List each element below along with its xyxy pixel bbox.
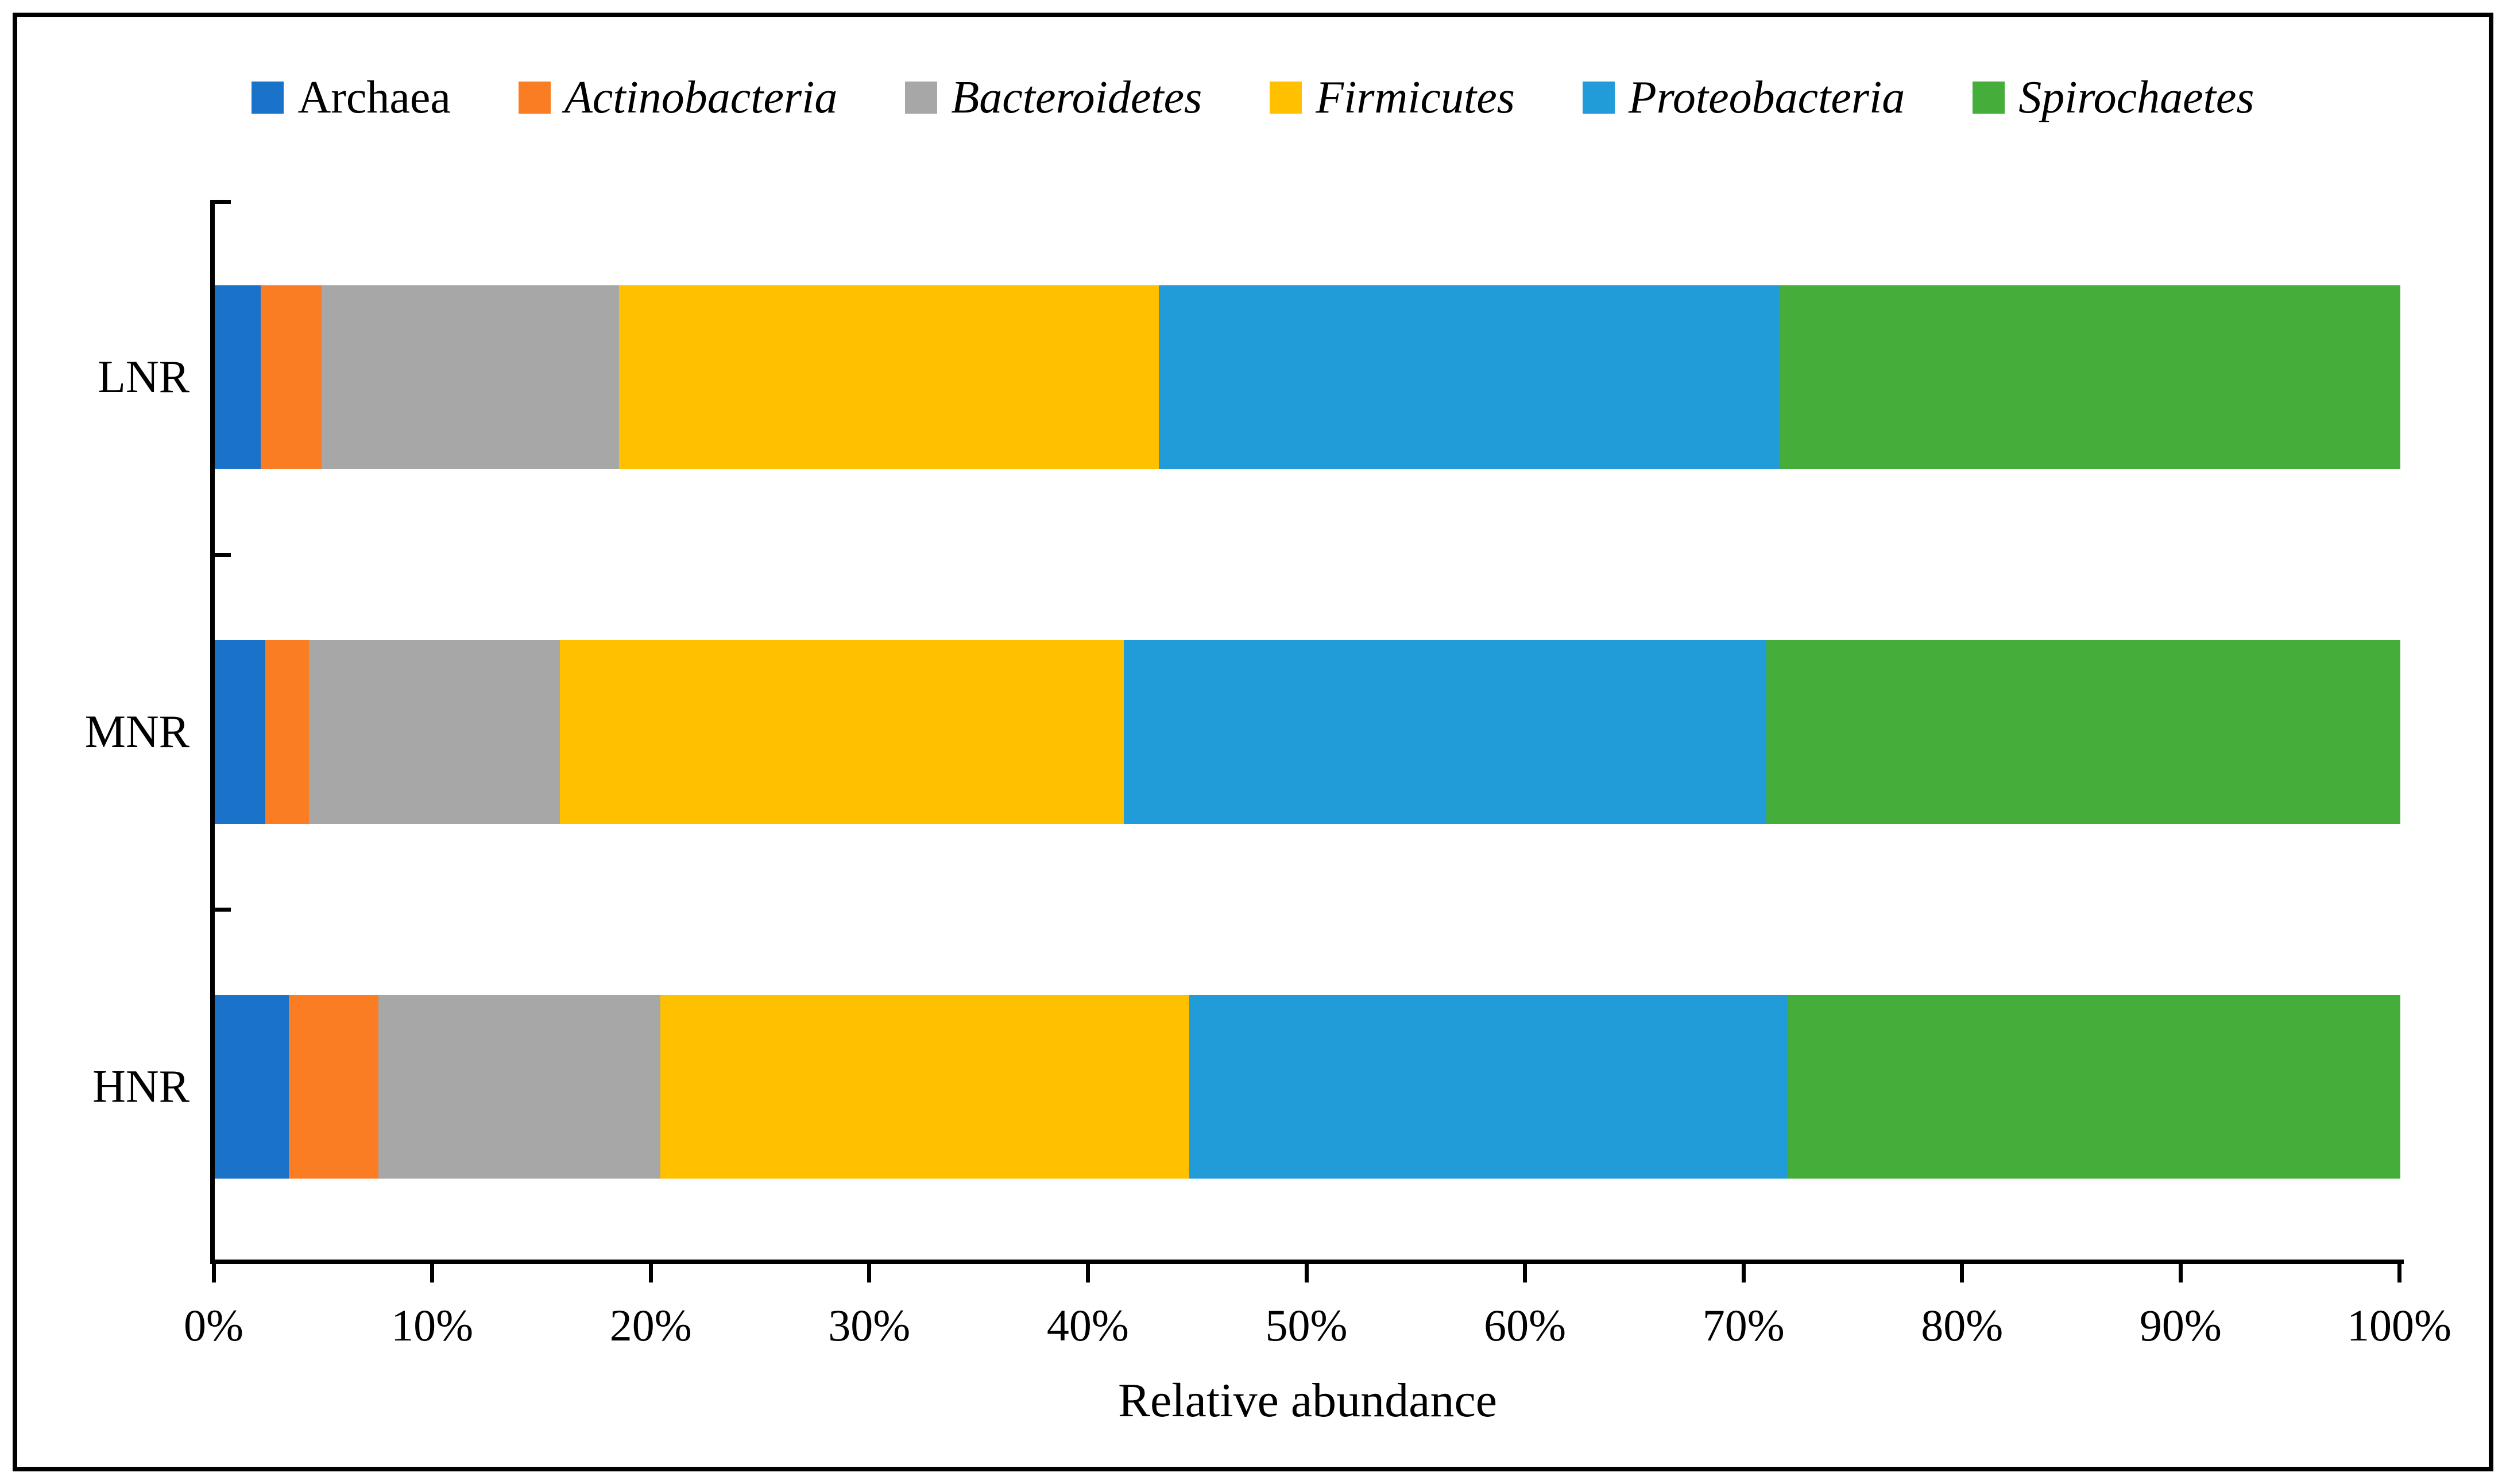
legend-swatch-spirochaetes — [1973, 82, 2005, 114]
bar-segment-lnr-spirochaetes — [1780, 285, 2400, 469]
category-label-hnr: HNR — [92, 1061, 190, 1112]
legend-label: Spirochaetes — [2018, 72, 2254, 123]
category-label-lnr: LNR — [98, 352, 190, 402]
x-tick-label: 50% — [1265, 1300, 1348, 1350]
legend-label: Bacteroidetes — [951, 72, 1202, 123]
bar-segment-mnr-bacteroidetes — [308, 640, 560, 824]
y-tick-mark — [210, 907, 231, 912]
x-tick-label: 0% — [184, 1300, 243, 1350]
x-tick-mark — [648, 1264, 653, 1282]
x-tick-label: 90% — [2139, 1300, 2222, 1350]
bar-segment-hnr-actinobacteria — [289, 995, 379, 1179]
bar-row-lnr — [215, 285, 2400, 469]
legend-label: Proteobacteria — [1628, 72, 1905, 123]
bar-segment-lnr-bacteroidetes — [322, 285, 620, 469]
x-tick-mark — [1960, 1264, 1964, 1282]
legend-swatch-firmicutes — [1270, 82, 1302, 114]
x-tick-label: 20% — [609, 1300, 692, 1350]
x-tick-mark — [1304, 1264, 1309, 1282]
bar-segment-mnr-firmicutes — [560, 640, 1124, 824]
x-axis-title: Relative abundance — [1117, 1374, 1498, 1427]
bar-segment-mnr-spirochaetes — [1766, 640, 2400, 824]
legend-item-firmicutes: Firmicutes — [1270, 75, 1515, 121]
x-tick-mark — [1741, 1264, 1746, 1282]
legend-label: Firmicutes — [1316, 72, 1515, 123]
legend-item-proteobacteria: Proteobacteria — [1582, 72, 1905, 123]
figure-frame: Archaea Actinobacteria Bacteroidetes Firmic… — [13, 13, 2493, 1471]
bar-segment-lnr-proteobacteria — [1159, 285, 1780, 469]
legend-label: Actinobacteria — [564, 72, 838, 123]
category-label-mnr: MNR — [84, 707, 190, 757]
y-tick-mark — [210, 552, 231, 557]
x-tick-mark — [2178, 1264, 2183, 1282]
legend: Archaea Actinobacteria Bacteroidetes Firmic… — [17, 75, 2489, 121]
x-tick-label: 80% — [1921, 1300, 2004, 1350]
bar-segment-hnr-archaea — [215, 995, 289, 1179]
x-axis-line — [210, 1260, 2404, 1264]
x-tick-mark — [867, 1264, 872, 1282]
bar-segment-hnr-firmicutes — [660, 995, 1190, 1179]
bar-segment-lnr-archaea — [215, 285, 261, 469]
y-tick-mark — [210, 200, 231, 204]
x-tick-label: 70% — [1702, 1300, 1785, 1350]
legend-swatch-bacteroidetes — [905, 82, 938, 114]
x-tick-mark — [211, 1264, 216, 1282]
bar-segment-mnr-proteobacteria — [1124, 640, 1767, 824]
x-tick-label: 30% — [828, 1300, 911, 1350]
legend-swatch-actinobacteria — [518, 82, 551, 114]
x-tick-label: 100% — [2347, 1300, 2451, 1350]
bar-segment-lnr-firmicutes — [619, 285, 1159, 469]
x-tick-mark — [2397, 1264, 2401, 1282]
legend-item-actinobacteria: Actinobacteria — [518, 72, 838, 123]
x-tick-mark — [1085, 1264, 1090, 1282]
y-axis-line — [210, 200, 215, 1264]
bar-segment-hnr-bacteroidetes — [378, 995, 661, 1179]
bar-segment-mnr-archaea — [215, 640, 265, 824]
x-tick-label: 40% — [1046, 1300, 1129, 1350]
legend-label: Archaea — [297, 72, 451, 123]
bar-row-mnr — [215, 640, 2400, 824]
bar-segment-lnr-actinobacteria — [260, 285, 322, 469]
bar-segment-hnr-proteobacteria — [1189, 995, 1789, 1179]
legend-item-bacteroidetes: Bacteroidetes — [905, 75, 1202, 121]
legend-item-spirochaetes: Spirochaetes — [1973, 75, 2254, 121]
x-tick-mark — [430, 1264, 435, 1282]
bar-segment-mnr-actinobacteria — [265, 640, 309, 824]
x-tick-label: 10% — [391, 1300, 474, 1350]
legend-swatch-archaea — [252, 82, 284, 114]
bar-row-hnr — [215, 995, 2400, 1179]
legend-swatch-proteobacteria — [1582, 82, 1615, 114]
legend-item-archaea: Archaea — [252, 72, 451, 123]
bar-segment-hnr-spirochaetes — [1788, 995, 2400, 1179]
x-tick-label: 60% — [1484, 1300, 1567, 1350]
x-tick-mark — [1523, 1264, 1527, 1282]
